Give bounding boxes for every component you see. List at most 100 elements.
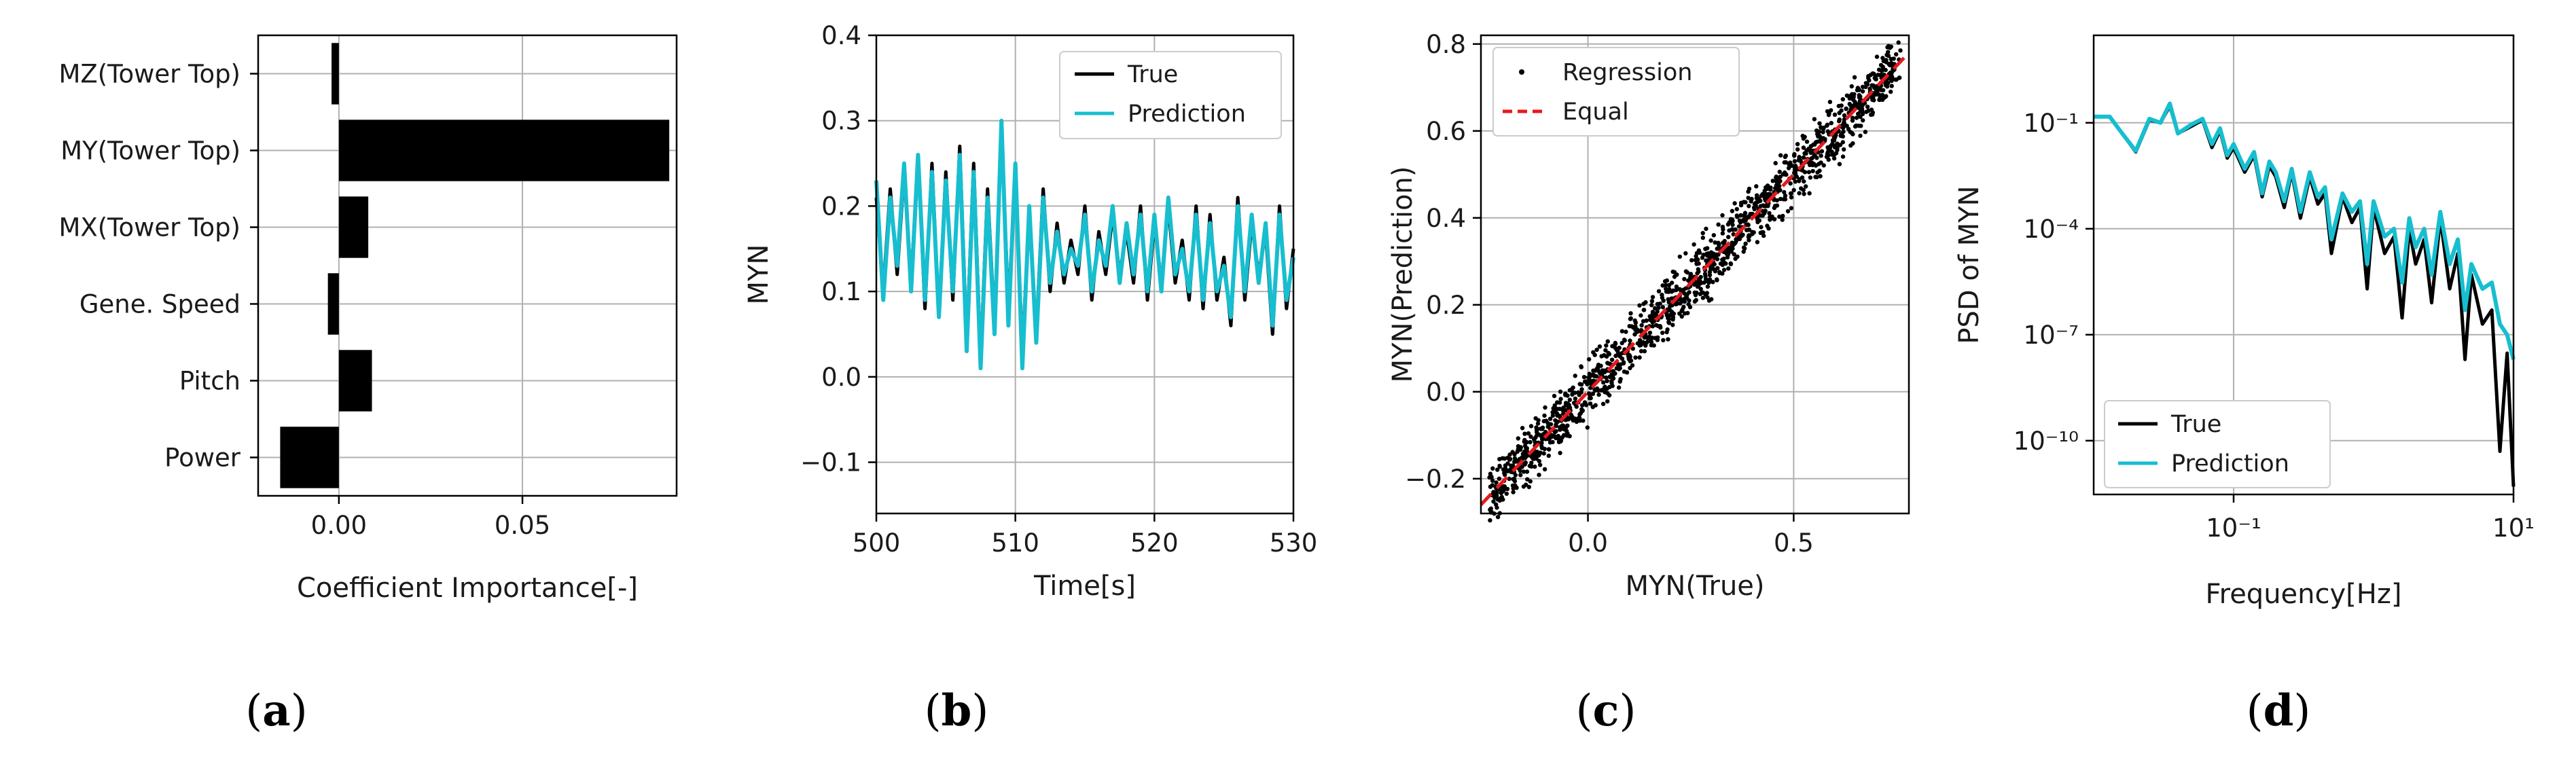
panel-c-point <box>1725 255 1730 259</box>
panel-c-point <box>1593 403 1598 408</box>
panel-c-point <box>1633 324 1638 329</box>
panel-c-point <box>1797 179 1802 183</box>
panel-c-point <box>1795 147 1800 152</box>
panel-c-point <box>1504 491 1509 496</box>
panel-a-chart: MZ(Tower Top) MY(Tower Top) MX(Tower Top) G… <box>58 34 678 604</box>
panel-c-point <box>1835 145 1840 150</box>
panel-c-point <box>1520 465 1524 469</box>
panel-d-legend: True Prediction <box>2104 400 2331 488</box>
panel-c-point <box>1641 308 1646 312</box>
panel-c-point <box>1726 266 1731 271</box>
panel-c-point <box>1658 302 1662 306</box>
panel-c-point <box>1853 99 1857 105</box>
panel-c-point <box>1495 505 1499 510</box>
panel-a-x-label: Coefficient Importance[-] <box>297 573 638 604</box>
panel-c-point <box>1558 450 1562 456</box>
panel-c-point <box>1569 387 1574 392</box>
panel-c-point <box>1547 447 1552 452</box>
panel-c-point <box>1523 450 1528 454</box>
panel-c-point <box>1497 456 1502 462</box>
panel-c-point <box>1686 302 1691 307</box>
panel-c-point <box>1783 160 1789 165</box>
panel-c-point <box>1729 244 1734 249</box>
panel-c-point <box>1797 191 1802 196</box>
panel-c-point <box>1774 177 1779 181</box>
panel-c-point <box>1649 303 1654 308</box>
panel-c-point <box>1740 232 1745 237</box>
panel-c-point <box>1574 404 1579 409</box>
panel-c-point <box>1601 380 1606 385</box>
panel-c-point <box>1804 139 1810 144</box>
panel-c-point <box>1653 336 1658 340</box>
panel-c-point <box>1672 270 1677 274</box>
panel-c-legend-regression: Regression <box>1562 59 1692 86</box>
panel-c-point <box>1550 413 1556 418</box>
panel-c-point <box>1491 499 1496 504</box>
panel-c-point <box>1614 366 1619 371</box>
panel-c-point <box>1627 324 1632 329</box>
panel-c-point <box>1660 283 1665 288</box>
panel-c-point <box>1757 218 1761 223</box>
panel-c-point <box>1887 46 1893 50</box>
panel-c-point <box>1552 393 1557 399</box>
panel-c-point <box>1670 310 1675 314</box>
panel-c-point <box>1606 361 1611 366</box>
panel-c-chart: −0.2 0.0 0.2 0.4 0.6 0.8 0.0 0.5 MYN(True) MYN… <box>1387 30 1910 602</box>
panel-c-point <box>1707 272 1713 278</box>
panel-c-point <box>1743 200 1748 204</box>
panel-c-y-tick-label: 0.0 <box>1426 378 1466 407</box>
panel-c-point <box>1634 329 1640 333</box>
panel-c-point <box>1603 348 1608 353</box>
panel-c-point <box>1528 439 1533 445</box>
panel-c-point <box>1495 515 1501 520</box>
panel-c-point <box>1849 84 1854 89</box>
panel-c-point <box>1488 518 1492 523</box>
panel-c-point <box>1677 311 1682 316</box>
panel-c-point <box>1781 213 1785 219</box>
panel-c-point <box>1537 458 1541 464</box>
panel-c-point <box>1547 436 1552 441</box>
panel-c-point <box>1514 458 1519 463</box>
panel-c-point <box>1874 90 1880 95</box>
panel-c-point <box>1738 220 1743 225</box>
panel-c-point <box>1683 296 1687 301</box>
panel-c-point <box>1772 217 1777 221</box>
panel-c-point <box>1693 293 1698 297</box>
panel-c-point <box>1886 54 1891 58</box>
panel-c-point <box>1813 140 1819 145</box>
panel-c-x-tick-label: 0.5 <box>1774 528 1814 558</box>
panel-c-point <box>1570 392 1575 397</box>
panel-c-point <box>1637 338 1643 342</box>
panel-c-point <box>1839 103 1844 108</box>
panel-c-point <box>1840 154 1846 159</box>
panel-c-point <box>1878 96 1882 101</box>
panel-c-point <box>1542 413 1547 418</box>
panel-b-line-true <box>874 127 1295 362</box>
panel-c-point <box>1812 117 1817 122</box>
panel-c-point <box>1715 266 1720 270</box>
panel-c-point <box>1546 453 1551 458</box>
panel-c-point <box>1797 155 1802 160</box>
panel-c-point <box>1721 256 1726 261</box>
panel-c-point <box>1891 56 1896 61</box>
panel-c-point <box>1501 487 1507 492</box>
panel-c-point <box>1537 463 1543 467</box>
panel-c-point <box>1857 98 1863 103</box>
panel-c-point <box>1664 278 1669 283</box>
panel-c-point <box>1730 240 1734 245</box>
panel-c-point <box>1656 306 1661 310</box>
panel-c-point <box>1661 338 1666 342</box>
panel-d-x-ticks: 10⁻¹ 10¹ <box>2206 494 2535 543</box>
panel-c-point <box>1780 217 1785 222</box>
panel-c-point <box>1538 427 1543 431</box>
panel-c-point <box>1802 134 1807 139</box>
panel-c-point <box>1621 361 1626 366</box>
panel-c-point <box>1577 382 1582 386</box>
panel-c-point <box>1796 158 1801 163</box>
panel-c-point <box>1842 147 1846 152</box>
panel-c-point <box>1617 366 1622 371</box>
panel-c-point <box>1674 287 1679 293</box>
panel-c-point <box>1749 199 1753 204</box>
panel-c-point <box>1715 277 1719 282</box>
